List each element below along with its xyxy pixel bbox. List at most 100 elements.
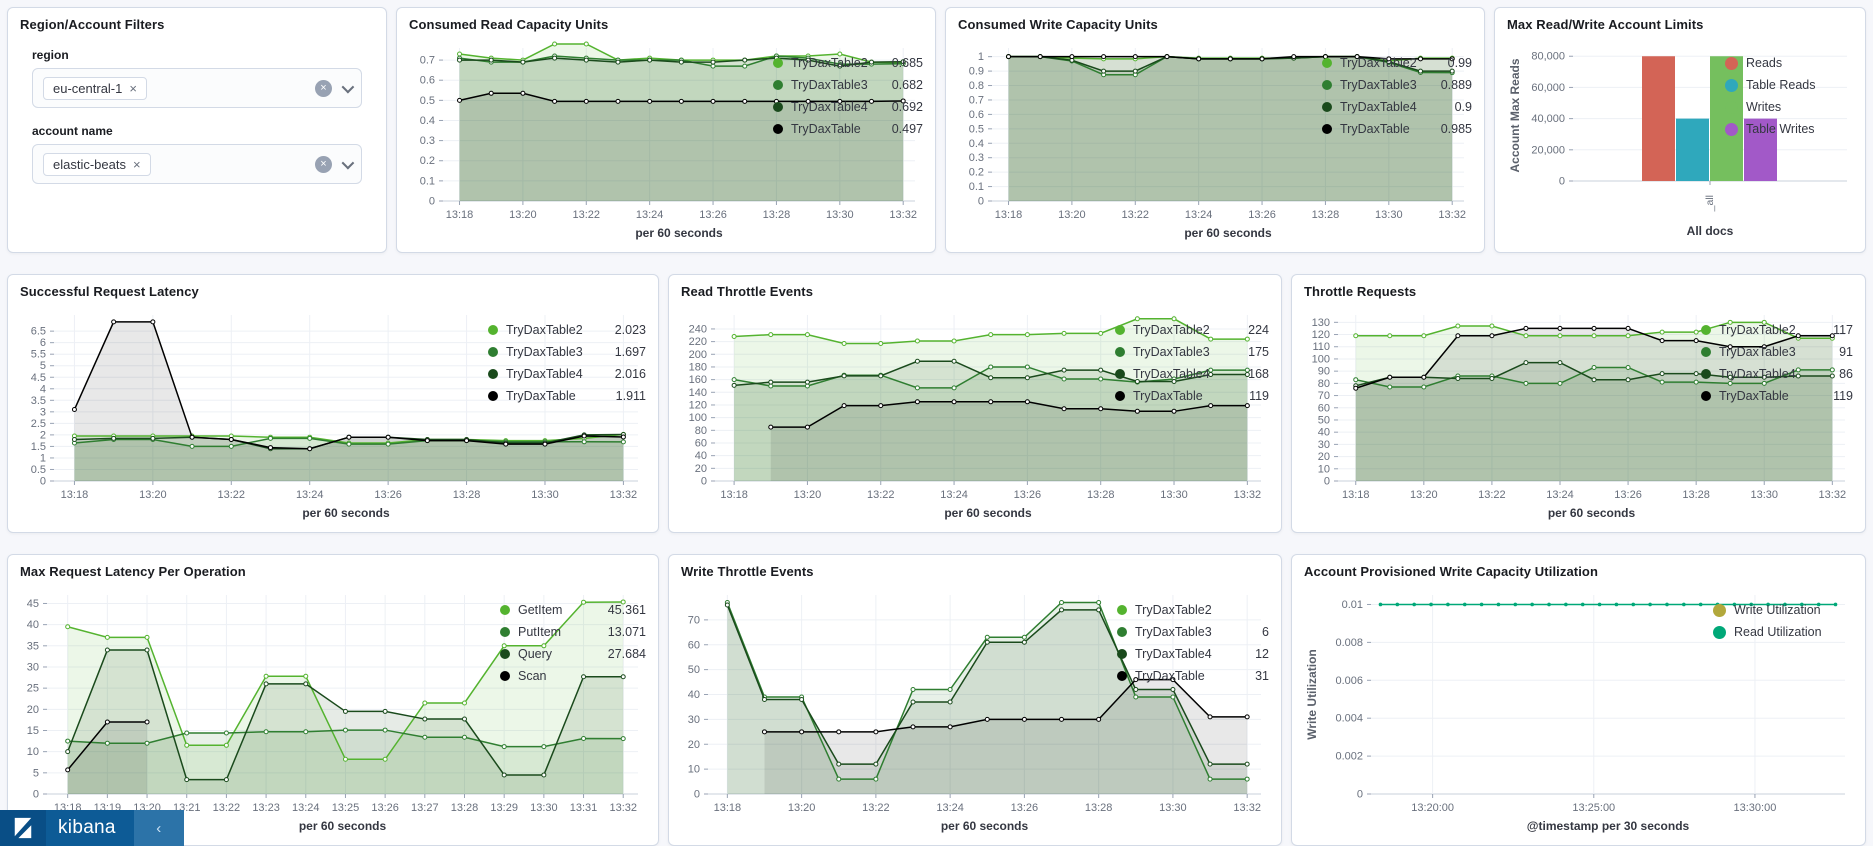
svg-text:0: 0 (1324, 476, 1330, 488)
legend-item-trydaxtable4[interactable]: TryDaxTable4 168 (1115, 363, 1269, 385)
svg-text:0.2: 0.2 (969, 167, 984, 179)
chart-consumed-write-capacity[interactable]: 0 0.1 0.2 0.3 0.4 0.5 0.6 0.7 0.8 0.9 1 13:18 13:20 1… (958, 34, 1466, 243)
legend-item-trydaxtable4[interactable]: TryDaxTable4 0.692 (773, 96, 923, 118)
svg-text:0.4: 0.4 (420, 115, 435, 127)
svg-text:13:24: 13:24 (636, 209, 664, 221)
legend-series-name: TryDaxTable (791, 122, 861, 136)
svg-text:0.002: 0.002 (1335, 751, 1363, 763)
legend-series-name: TryDaxTable4 (1135, 647, 1212, 661)
chevron-down-icon[interactable] (341, 80, 355, 93)
legend-series-name: Table Writes (1746, 122, 1815, 136)
legend-series-name: Reads (1746, 56, 1783, 70)
nav-collapse-button[interactable]: ‹ (133, 810, 184, 846)
legend-item-trydaxtable3[interactable]: TryDaxTable3 1.697 (488, 341, 646, 363)
legend-item-trydaxtable3[interactable]: TryDaxTable3 0.682 (773, 74, 923, 96)
svg-text:13:30: 13:30 (826, 209, 854, 221)
legend-item-trydaxtable[interactable]: TryDaxTable 1.911 (488, 385, 646, 407)
legend-series-dot (488, 391, 498, 401)
clear-selection-button[interactable]: × (315, 79, 332, 97)
legend-series-dot (1322, 102, 1332, 112)
chart-max-read-write-limits[interactable]: 0 20,000 40,000 60,000 80,000 _all All docs Acc… (1507, 34, 1847, 243)
chevron-down-icon[interactable] (341, 156, 355, 169)
legend-item-trydaxtable3[interactable]: TryDaxTable3 175 (1115, 341, 1269, 363)
legend-item-getitem[interactable]: GetItem 45.361 (500, 599, 646, 621)
svg-text:13:30: 13:30 (531, 489, 559, 501)
svg-text:0: 0 (701, 476, 707, 488)
legend-series-name: TryDaxTable3 (1133, 345, 1210, 359)
legend-item-trydaxtable3[interactable]: TryDaxTable3 91 (1701, 341, 1853, 363)
legend-item-trydaxtable3[interactable]: TryDaxTable3 6 (1117, 621, 1269, 643)
svg-text:per 60 seconds: per 60 seconds (635, 226, 723, 240)
remove-pill-icon[interactable]: × (132, 156, 141, 172)
account-combobox[interactable]: elastic-beats × × (32, 144, 362, 184)
legend-item-writes[interactable]: Writes (1725, 96, 1853, 118)
legend-item-trydaxtable[interactable]: TryDaxTable 0.497 (773, 118, 923, 140)
kibana-nav-bar: kibana ‹ (0, 810, 184, 846)
svg-text:20: 20 (688, 739, 700, 751)
svg-text:110: 110 (1312, 341, 1330, 353)
svg-text:13:26: 13:26 (1614, 489, 1642, 501)
legend-item-trydaxtable4[interactable]: TryDaxTable4 2.016 (488, 363, 646, 385)
legend-series-dot (1713, 603, 1726, 617)
chart-consumed-read-capacity[interactable]: 0 0.1 0.2 0.3 0.4 0.5 0.6 0.7 13:18 13:20 13:22 13:… (409, 34, 917, 243)
legend-series-name: TryDaxTable (1719, 389, 1789, 403)
legend-item-trydaxtable[interactable]: TryDaxTable 119 (1701, 385, 1853, 407)
legend-item-trydaxtable[interactable]: TryDaxTable 119 (1115, 385, 1269, 407)
legend-item-table-writes[interactable]: Table Writes (1725, 118, 1853, 140)
chart-legend: Reads Table Reads Writes Table Writes (1725, 34, 1853, 243)
svg-text:0.5: 0.5 (969, 123, 984, 135)
svg-text:13:22: 13:22 (213, 802, 241, 814)
filter-pill-region[interactable]: eu-central-1 × (43, 76, 147, 100)
panel-write-throttle-events: Write Throttle Events 0 10 20 30 40 50 60 70 13:… (668, 554, 1282, 846)
legend-series-value: 168 (1248, 367, 1269, 381)
legend-item-trydaxtable2[interactable]: TryDaxTable2 0.99 (1322, 52, 1472, 74)
legend-series-dot (1701, 347, 1711, 357)
chart-write-throttle-events[interactable]: 0 10 20 30 40 50 60 70 13:18 13:20 13:22 13:24 13:26… (681, 581, 1261, 836)
legend-item-trydaxtable4[interactable]: TryDaxTable4 12 (1117, 643, 1269, 665)
svg-text:13:24: 13:24 (1185, 209, 1213, 221)
svg-text:13:24: 13:24 (1546, 489, 1574, 501)
filter-pill-account[interactable]: elastic-beats × (43, 152, 151, 176)
svg-text:13:26: 13:26 (1248, 209, 1276, 221)
svg-text:120: 120 (689, 399, 707, 411)
legend-item-trydaxtable2[interactable]: TryDaxTable2 117 (1701, 319, 1853, 341)
svg-text:13:30: 13:30 (1375, 209, 1403, 221)
svg-text:80,000: 80,000 (1531, 51, 1565, 63)
legend-item-trydaxtable4[interactable]: TryDaxTable4 86 (1701, 363, 1853, 385)
legend-series-value: 91 (1839, 345, 1853, 359)
svg-text:35: 35 (27, 640, 39, 652)
legend-item-trydaxtable2[interactable]: TryDaxTable2 0.685 (773, 52, 923, 74)
remove-pill-icon[interactable]: × (129, 80, 137, 96)
chart-max-request-latency-per-operation[interactable]: 0 5 10 15 20 25 30 35 40 45 13:18 13:19 13:20 13:21 13… (20, 581, 638, 836)
legend-item-query[interactable]: Query 27.684 (500, 643, 646, 665)
svg-text:4.5: 4.5 (31, 372, 46, 384)
legend-item-trydaxtable[interactable]: TryDaxTable 0.985 (1322, 118, 1472, 140)
legend-item-read-utilization[interactable]: Read Utilization (1713, 621, 1853, 643)
legend-item-table-reads[interactable]: Table Reads (1725, 74, 1853, 96)
legend-item-putitem[interactable]: PutItem 13.071 (500, 621, 646, 643)
legend-item-trydaxtable3[interactable]: TryDaxTable3 0.889 (1322, 74, 1472, 96)
legend-series-name: Scan (518, 669, 547, 683)
svg-text:70: 70 (1318, 390, 1330, 402)
legend-item-scan[interactable]: Scan (500, 665, 646, 687)
legend-series-value: 0.985 (1440, 122, 1472, 136)
legend-series-dot (1115, 391, 1125, 401)
chart-throttle-requests[interactable]: 0 10 20 30 40 50 60 70 80 90 100 110 120 130 13:18 13:2… (1304, 301, 1846, 523)
region-combobox[interactable]: eu-central-1 × × (32, 68, 362, 108)
legend-item-trydaxtable2[interactable]: TryDaxTable2 2.023 (488, 319, 646, 341)
chart-account-provisioned-write-capacity-utilization[interactable]: 0 0.002 0.004 0.006 0.008 0.01 13:20:00 13:25:0… (1304, 581, 1845, 836)
chart-successful-request-latency[interactable]: 0 0.5 1 1.5 2 2.5 3 3.5 4 4.5 5 5.5 6 6.5 13:18 13:20 13… (20, 301, 638, 523)
svg-text:1.5: 1.5 (31, 441, 46, 453)
legend-item-trydaxtable2[interactable]: TryDaxTable2 (1117, 599, 1269, 621)
clear-selection-button[interactable]: × (315, 155, 332, 173)
account-field-label: account name (32, 124, 113, 138)
legend-item-trydaxtable2[interactable]: TryDaxTable2 224 (1115, 319, 1269, 341)
kibana-logo-icon[interactable] (0, 810, 46, 846)
legend-series-name: TryDaxTable (1340, 122, 1410, 136)
legend-item-trydaxtable4[interactable]: TryDaxTable4 0.9 (1322, 96, 1472, 118)
legend-item-trydaxtable[interactable]: TryDaxTable 31 (1117, 665, 1269, 687)
chart-read-throttle-events[interactable]: 0 20 40 60 80 100 120 140 160 180 200 220 240 13:18 13… (681, 301, 1261, 523)
legend-series-name: GetItem (518, 603, 563, 617)
legend-item-reads[interactable]: Reads (1725, 52, 1853, 74)
legend-item-write-utilization[interactable]: Write Utilization (1713, 599, 1853, 621)
